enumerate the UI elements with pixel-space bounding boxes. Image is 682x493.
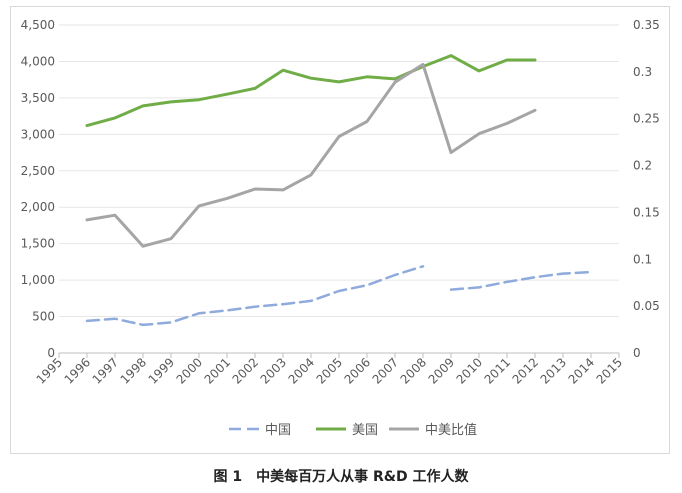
x-tick-label: 2006: [342, 355, 373, 386]
x-tick-label: 2014: [566, 355, 597, 386]
x-tick-label: 1997: [90, 355, 121, 386]
x-tick-label: 1999: [146, 355, 177, 386]
x-tick-label: 2005: [314, 355, 345, 386]
series-line-0: [85, 265, 425, 327]
x-tick-label: 2007: [370, 355, 401, 386]
legend-label-0: 中国: [265, 423, 291, 438]
x-tick-label: 2009: [426, 355, 457, 386]
legend: 中国 美国 中美比值: [229, 422, 477, 438]
x-tick-label: 2002: [230, 355, 261, 386]
x-tick-label: 2015: [594, 355, 625, 386]
left-y-axis: 0 500 1,000 1,500 2,000 2,500 3,000 3,500 4,000 4…: [21, 18, 55, 360]
legend-label-2: 中美比值: [425, 422, 477, 438]
left-tick-label: 0: [47, 346, 55, 360]
x-tick-label: 2012: [510, 355, 541, 386]
left-tick-label: 500: [32, 310, 55, 324]
left-tick-label: 2,500: [21, 164, 55, 178]
x-tick-label: 2008: [398, 355, 429, 386]
chart-frame: 0 500 1,000 1,500 2,000 2,500 3,000 3,500 4,000 4…: [10, 6, 670, 454]
series-lines: [85, 54, 593, 327]
x-tick-label: 2000: [174, 355, 205, 386]
right-tick-label: 0.3: [633, 65, 652, 79]
x-tick-label: 1996: [62, 355, 93, 386]
line-chart: 0 500 1,000 1,500 2,000 2,500 3,000 3,500 4,000 4…: [21, 18, 660, 438]
left-tick-label: 1,500: [21, 237, 55, 251]
right-tick-label: 0.25: [633, 112, 660, 126]
gridlines: [59, 24, 619, 354]
left-tick-label: 3,500: [21, 91, 55, 105]
x-axis: 1995199619971998199920002001200220032004…: [34, 353, 625, 387]
x-tick-label: 2003: [258, 355, 289, 386]
left-tick-label: 2,000: [21, 200, 55, 214]
x-tick-label: 2004: [286, 355, 317, 386]
left-tick-label: 3,000: [21, 127, 55, 141]
right-tick-label: 0: [633, 346, 641, 360]
right-tick-label: 0.05: [633, 299, 660, 313]
series-line-0: [449, 270, 593, 291]
x-tick-label: 2011: [482, 355, 513, 386]
right-y-axis: 0 0.05 0.1 0.15 0.2 0.25 0.3 0.35: [633, 18, 660, 360]
right-tick-label: 0.1: [633, 252, 652, 266]
x-tick-label: 2001: [202, 355, 233, 386]
right-tick-label: 0.2: [633, 159, 652, 173]
left-tick-label: 4,000: [21, 54, 55, 68]
x-tick-label: 1995: [34, 355, 65, 386]
right-tick-label: 0.15: [633, 205, 660, 219]
legend-label-1: 美国: [352, 423, 378, 438]
right-tick-label: 0.35: [633, 18, 660, 32]
x-tick-label: 2013: [538, 355, 569, 386]
x-tick-label: 1998: [118, 355, 149, 386]
left-tick-label: 1,000: [21, 273, 55, 287]
series-line-2: [85, 62, 537, 248]
x-tick-label: 2010: [454, 355, 485, 386]
series-line-1: [85, 54, 537, 128]
left-tick-label: 4,500: [21, 18, 55, 32]
figure-caption: 图 1 中美每百万人从事 R&D 工作人数: [213, 469, 469, 485]
